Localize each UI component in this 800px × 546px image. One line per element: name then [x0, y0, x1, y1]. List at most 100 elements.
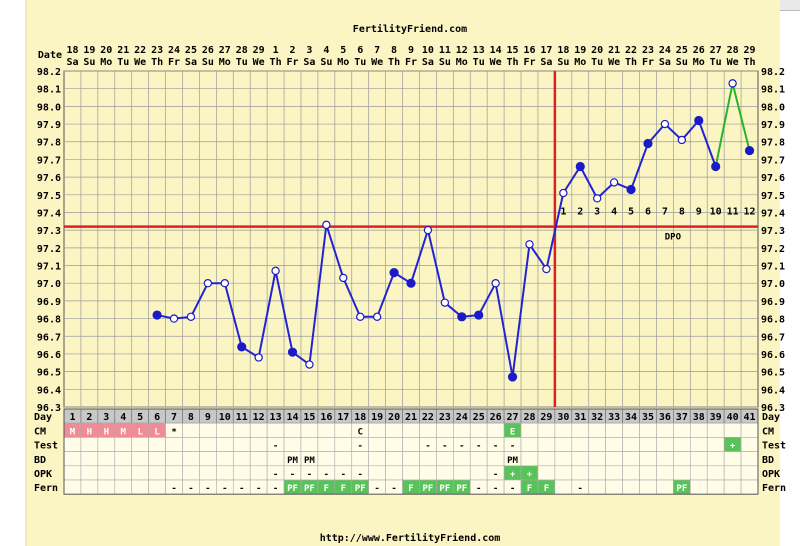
y-tick-left: 96.6	[37, 350, 61, 361]
day-number: 29	[540, 412, 552, 423]
row-value: PF	[456, 484, 467, 494]
day-number: 28	[523, 412, 535, 423]
dpo-number: 1	[560, 207, 566, 218]
date-label: 5	[340, 45, 346, 56]
row-cell	[639, 479, 657, 495]
row-cell	[537, 437, 556, 452]
row-cell	[97, 437, 116, 452]
row-cell	[656, 465, 674, 481]
temperature-point	[643, 138, 653, 149]
day-number: 25	[473, 412, 485, 423]
row-cell	[673, 465, 691, 481]
row-value: -	[222, 484, 227, 494]
row-value: +	[510, 470, 516, 480]
day-number: 35	[642, 412, 654, 423]
weekday-label: We	[727, 57, 739, 68]
weekday-label: We	[608, 57, 620, 68]
row-cell	[554, 479, 573, 495]
day-number: 27	[507, 412, 519, 423]
row-cell	[402, 422, 420, 438]
dpo-number: 5	[628, 207, 634, 218]
row-cell	[148, 451, 166, 467]
row-cell	[97, 451, 116, 467]
weekday-label: Th	[507, 57, 519, 68]
date-label: 23	[151, 45, 163, 56]
y-tick-left: 97.9	[37, 120, 61, 131]
y-tick-right: 96.6	[761, 350, 785, 361]
temperature-point-open	[322, 220, 331, 230]
day-number: 40	[727, 412, 739, 423]
date-label: 27	[219, 45, 231, 56]
y-tick-right: 97.0	[761, 279, 785, 290]
row-cell	[537, 451, 556, 467]
date-label: 18	[66, 45, 78, 56]
row-cell	[131, 437, 149, 452]
row-value: -	[273, 484, 278, 494]
row-value: M	[121, 427, 127, 437]
row-cell	[469, 422, 488, 438]
row-value: -	[290, 470, 295, 480]
row-cell	[402, 437, 420, 452]
row-cell	[232, 465, 251, 481]
date-label: 20	[591, 45, 603, 56]
day-number: 11	[236, 412, 248, 423]
row-cell	[673, 451, 691, 467]
weekday-label: Sa	[422, 57, 434, 68]
temperature-line	[156, 118, 717, 378]
date-label: 14	[490, 45, 502, 56]
date-label: 20	[100, 45, 112, 56]
row-label-left: OPK	[34, 469, 52, 480]
row-cell	[199, 465, 217, 481]
weekday-label: Mo	[219, 57, 231, 68]
row-value: F	[324, 484, 329, 494]
row-cell	[689, 465, 708, 481]
date-label: 8	[391, 45, 397, 56]
date-label: 25	[676, 45, 688, 56]
temperature-point	[694, 115, 704, 126]
row-cell	[605, 437, 623, 452]
row-cell	[165, 437, 183, 452]
weekday-label: Fr	[405, 57, 417, 68]
row-cell	[520, 451, 539, 467]
row-value: PM	[304, 456, 315, 466]
y-tick-right: 96.9	[761, 297, 785, 308]
row-cell	[199, 422, 217, 438]
temperature-point-open	[525, 240, 534, 249]
day-number: 5	[137, 412, 143, 423]
date-label: 22	[625, 45, 637, 56]
row-cell	[80, 479, 99, 495]
row-cell	[368, 437, 386, 452]
row-value: PM	[507, 456, 518, 466]
y-tick-left: 98.2	[37, 67, 61, 78]
row-cell	[706, 422, 725, 438]
row-cell	[588, 465, 606, 481]
day-number: 24	[456, 412, 468, 423]
weekday-label: Th	[151, 57, 163, 68]
temperature-point-open	[677, 135, 687, 145]
row-value: F	[341, 484, 346, 494]
row-cell	[97, 479, 116, 495]
row-value: -	[578, 484, 583, 494]
row-label-left: Test	[34, 441, 58, 452]
y-tick-right: 97.3	[761, 226, 785, 237]
weekday-label: Tu	[236, 57, 248, 68]
date-label: 11	[439, 45, 451, 56]
row-cell	[740, 437, 759, 452]
row-cell	[605, 465, 623, 481]
y-tick-right: 97.6	[761, 173, 785, 184]
dpo-number: 6	[645, 207, 651, 218]
day-number: 18	[354, 412, 366, 423]
day-number: 15	[303, 412, 315, 423]
row-cell	[689, 451, 708, 467]
weekday-label: Sa	[540, 57, 552, 68]
row-value: L	[137, 427, 143, 437]
day-number: 30	[557, 412, 569, 423]
row-cell	[131, 465, 149, 481]
row-cell	[723, 465, 742, 481]
row-label-left: CM	[34, 426, 46, 437]
row-label-left: Fern	[34, 483, 58, 494]
row-cell	[656, 451, 674, 467]
row-cell	[486, 451, 505, 467]
row-cell	[588, 479, 606, 495]
